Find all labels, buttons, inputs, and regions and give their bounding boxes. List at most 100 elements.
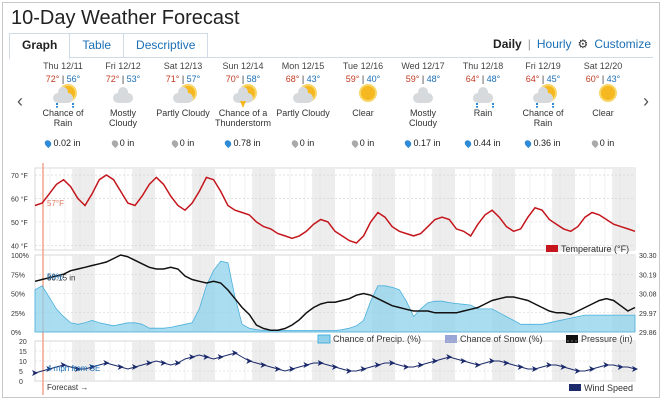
pressure-current-label: 30.15 in [47, 273, 75, 282]
customize-link[interactable]: Customize [594, 37, 651, 51]
temp-legend-swatch [546, 245, 558, 252]
day-temps: 72° | 53° [105, 74, 141, 84]
day-date: Thu 12/18 [462, 61, 504, 71]
wind-direction-icon [474, 362, 481, 368]
tab-descriptive[interactable]: Descriptive [123, 33, 209, 58]
day-high: 68° [285, 74, 300, 84]
day-column[interactable]: Fri 12/12 72° | 53° Mostly Cloudy 0 in [95, 61, 151, 149]
precip-y-tick: 75% [11, 272, 25, 279]
raindrop-icon [170, 139, 180, 149]
temp-y-tick: 70 °F [11, 172, 28, 180]
day-column[interactable]: Mon 12/15 68° | 43° Partly Cloudy 0 in [275, 61, 331, 149]
day-precip: 0.44 in [455, 138, 511, 149]
forecast-widget: 10-Day Weather Forecast Graph Table Desc… [2, 2, 660, 398]
forecast-label: Forecast → [47, 383, 88, 392]
daily-toggle[interactable]: Daily [493, 37, 522, 51]
day-low: 40° [366, 74, 381, 84]
precip-legend-label: Chance of Precip. (%) [333, 334, 421, 344]
day-temps: 68° | 43° [285, 74, 321, 84]
wind-direction-icon [117, 364, 124, 370]
pressure-y-tick: 30.19 [639, 272, 657, 279]
day-precip: 0.78 in [215, 138, 271, 149]
day-temps: 60° | 43° [585, 74, 621, 84]
wind-direction-icon [560, 364, 567, 370]
wind-direction-icon [332, 364, 338, 370]
wind-direction-icon [217, 354, 224, 360]
snow-legend-swatch [445, 335, 457, 343]
wind-direction-icon [360, 366, 367, 372]
day-column[interactable]: Wed 12/17 59° | 48° Mostly Cloudy 0.17 in [395, 61, 451, 149]
partly-cloudy-icon [289, 84, 317, 108]
day-precip: 0 in [335, 138, 391, 149]
wind-direction-icon [374, 362, 381, 368]
wind-y-tick: 20 [19, 339, 27, 346]
prev-arrow-icon[interactable]: ‹ [17, 91, 23, 111]
day-precip-value: 0 in [599, 138, 615, 148]
day-column[interactable]: Thu 12/11 72° | 56° Chance of Rain 0.02 in [35, 61, 91, 149]
day-precip-value: 0.36 in [533, 138, 561, 148]
wind-direction-icon [32, 370, 38, 376]
thunderstorm-icon [229, 84, 257, 108]
day-high: 71° [165, 74, 180, 84]
day-precip: 0.02 in [35, 138, 91, 149]
day-temps: 64° | 45° [525, 74, 561, 84]
day-temps: 70° | 58° [225, 74, 261, 84]
chance-rain-icon [49, 84, 77, 108]
tab-table[interactable]: Table [69, 33, 125, 58]
wind-direction-icon [460, 358, 467, 364]
wind-direction-icon [632, 366, 638, 372]
day-column[interactable]: Sat 12/20 60° | 43° Clear 0 in [575, 61, 631, 149]
wind-direction-icon [589, 366, 596, 372]
day-low: 48° [486, 74, 501, 84]
wind-direction-icon [503, 360, 510, 366]
day-column[interactable]: Fri 12/19 64° | 45° Chance of Rain 0.36 in [515, 61, 571, 149]
temp-y-tick: 40 °F [11, 242, 28, 250]
day-high: 60° [585, 74, 600, 84]
day-condition: Chance of a Thunderstorm [215, 108, 272, 128]
wind-direction-icon [389, 360, 396, 366]
hourly-toggle[interactable]: Hourly [536, 37, 572, 51]
raindrop-icon [403, 139, 414, 149]
wind-y-tick: 5 [19, 369, 23, 376]
raindrop-icon [110, 139, 120, 149]
day-precip-value: 0 in [119, 138, 135, 148]
temp-y-tick: 60 °F [11, 195, 28, 203]
day-high: 64° [525, 74, 540, 84]
next-arrow-icon[interactable]: › [643, 91, 649, 111]
night-band [252, 168, 275, 250]
wind-direction-icon [103, 360, 110, 366]
wind-direction-icon [432, 358, 438, 364]
day-column[interactable]: Tue 12/16 59° | 40° Clear 0 in [335, 61, 391, 149]
pressure-y-tick: 30.30 [639, 253, 657, 260]
wind-direction-icon [260, 362, 267, 368]
wind-direction-icon [189, 354, 196, 360]
forecast-chart: 5 am 70 °F 60 °F 50 °F 40 °F 57°F Temperature … [11, 163, 657, 395]
day-precip-value: 0.78 in [233, 138, 261, 148]
view-modes: Daily | Hourly ⚙ Customize [493, 37, 651, 51]
day-column[interactable]: Thu 12/18 64° | 48° Rain 0.44 in [455, 61, 511, 149]
wind-direction-icon [274, 366, 281, 372]
wind-direction-icon [146, 360, 153, 366]
wind-direction-icon [346, 368, 353, 374]
wind-y-tick: 10 [19, 359, 27, 366]
day-low: 56° [66, 74, 81, 84]
night-band [72, 168, 95, 250]
wind-direction-icon [546, 362, 553, 368]
raindrop-icon [463, 139, 474, 149]
day-low: 43° [306, 74, 321, 84]
gear-icon[interactable]: ⚙ [577, 37, 589, 51]
day-condition: Partly Cloudy [276, 108, 330, 118]
wind-direction-icon [46, 366, 53, 372]
wind-y-tick: 15 [19, 349, 27, 356]
wind-direction-icon [517, 364, 524, 370]
day-date: Sat 12/13 [163, 61, 203, 71]
tab-graph[interactable]: Graph [9, 33, 71, 60]
page-title: 10-Day Weather Forecast [11, 7, 240, 29]
wind-y-tick: 0 [19, 379, 23, 386]
day-column[interactable]: Sun 12/14 70° | 58° Chance of a Thundersto… [215, 61, 272, 149]
day-column[interactable]: Sat 12/13 71° | 57° Partly Cloudy 0 in [155, 61, 211, 149]
night-band [192, 168, 215, 250]
rain-icon [469, 84, 497, 108]
day-high: 64° [465, 74, 480, 84]
precip-y-tick: 50% [11, 292, 25, 299]
